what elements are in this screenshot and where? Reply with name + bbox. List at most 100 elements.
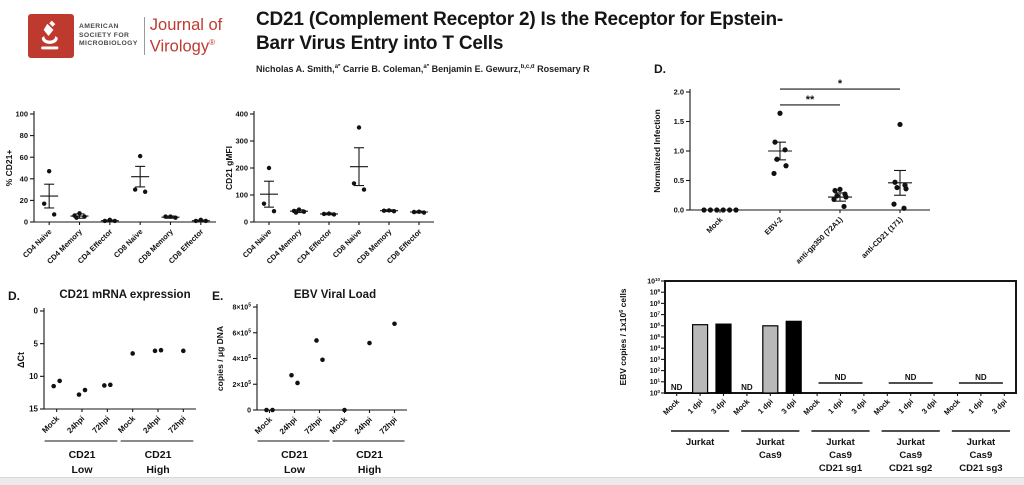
data-point [891, 201, 897, 207]
title-line1: CD21 (Complement Receptor 2) Is the Rece… [256, 9, 784, 30]
nd-label: ND [835, 373, 847, 382]
data-point [271, 209, 277, 214]
chart-normalized-infection-svg: 0.0 0.5 1.0 1.5 2.0 Normalized Infection Mock E… [652, 78, 930, 266]
x-tick-label: 72hpi [378, 415, 399, 436]
x-tick-label: Mock [731, 396, 752, 417]
nd-label: ND [741, 383, 753, 392]
data-point [173, 215, 178, 220]
data-point [701, 207, 707, 213]
logo-divider [143, 17, 145, 55]
significance-label: * [838, 78, 843, 90]
data-point [416, 209, 422, 214]
data-point [727, 207, 733, 213]
x-tick-label: EBV-2 [763, 215, 785, 237]
data-point [51, 383, 56, 389]
data-point [168, 214, 173, 219]
journal-line1: Journal of [149, 16, 223, 35]
x-tick-label: 3 dpi [920, 397, 939, 416]
data-point [41, 201, 47, 206]
data-point [351, 181, 357, 186]
window-bottom-edge [0, 477, 1024, 485]
data-point [293, 210, 299, 215]
data-point [108, 382, 113, 388]
author-affiliation: a* [334, 64, 341, 70]
group-label: High [146, 464, 169, 476]
y-tick-label: 2×105 [232, 380, 251, 389]
y-tick-label: 1.0 [674, 147, 684, 156]
y-tick-label: 300 [235, 137, 248, 146]
data-point [198, 217, 204, 223]
x-tick-label: Mock [253, 415, 274, 436]
chart-pct-cd21: 0 20 40 60 80 100% CD21+ CD4 Naive CD4 Memory CD… [2, 88, 228, 266]
chart-ebv-copies-bar: 100 101 102 103 104 105 106 107 108 109 1010 EBV co… [616, 260, 1024, 485]
chart-ebv-copies-bar-svg: 100 101 102 103 104 105 106 107 108 109 1010 EBV co… [618, 277, 1017, 474]
data-point [783, 163, 789, 169]
y-tick-label: 104 [650, 344, 661, 353]
data-point [367, 340, 372, 346]
x-tick-label: 1 dpi [686, 397, 705, 416]
group-label: Low [284, 464, 306, 476]
group-label: CD21 [69, 449, 96, 461]
panel-label-d-bottom: D. [8, 289, 20, 303]
data-point [831, 196, 837, 202]
group-label: Jurkat [826, 437, 855, 448]
data-point [777, 110, 783, 116]
y-tick-label: 105 [650, 333, 661, 342]
y-tick-label: 109 [650, 288, 661, 297]
y-axis-title: copies / μg DNA [215, 326, 225, 391]
panel-label-d-top: D. [654, 62, 666, 76]
data-point [892, 179, 898, 185]
data-point [774, 156, 780, 162]
data-point [320, 357, 325, 363]
data-point [51, 212, 57, 217]
y-tick-label: 80 [20, 131, 28, 140]
x-tick-label: 1 dpi [826, 397, 845, 416]
x-tick-label: 72hpi [167, 414, 188, 435]
data-point [361, 187, 367, 192]
y-axis-title: Normalized Infection [652, 109, 662, 193]
y-tick-label: 400 [235, 110, 248, 119]
group-label: Cas9 [899, 450, 922, 461]
society-line: AMERICAN [79, 23, 119, 31]
chart-ebv-viral-load-svg: 0 2×105 4×105 6×105 8×105 copies / μg DNA Mock… [215, 303, 407, 476]
chart-title-mrna: CD21 mRNA expression [59, 289, 191, 301]
author: Rosemary R [534, 64, 590, 74]
group-label: CD21 [281, 449, 308, 461]
x-tick-label: anti-gp350 (72A1) [794, 215, 845, 266]
y-tick-label: 106 [650, 322, 661, 331]
microscope-glyph [41, 20, 59, 50]
y-axis-title: ΔCt [16, 352, 26, 368]
group-label: Low [72, 464, 94, 476]
data-point [163, 214, 168, 219]
data-point [266, 165, 272, 171]
chart-normalized-infection: 0.0 0.5 1.0 1.5 2.0 Normalized Infection Mock E… [648, 56, 960, 276]
data-point [132, 187, 138, 192]
y-tick-label: 60 [20, 153, 28, 162]
y-tick-label: 10 [29, 372, 38, 381]
data-point [261, 201, 267, 206]
microscope-icon [28, 14, 74, 58]
bar-black-3dpi [715, 323, 732, 394]
chart-ebv-viral-load: 0 2×105 4×105 6×105 8×105 copies / μg DNA Mock… [205, 283, 420, 485]
journal-name: Journal of Virology® [150, 16, 222, 56]
y-tick-label: 100 [650, 389, 661, 398]
author: Nicholas A. Smith, [256, 64, 335, 74]
journal-line2: Virology® [150, 34, 222, 56]
data-point [733, 207, 739, 213]
data-point [158, 347, 164, 353]
journal-word: Virology [149, 37, 210, 56]
data-point [903, 186, 909, 192]
society-name: AMERICAN SOCIETY FOR MICROBIOLOGY [79, 23, 138, 49]
title-line2: Barr Virus Entry into T Cells [256, 32, 504, 54]
data-point [841, 203, 847, 210]
data-point [102, 383, 107, 388]
x-tick-label: Mock [116, 414, 137, 435]
author-line: Nicholas A. Smith,a* Carrie B. Coleman,a… [256, 64, 666, 74]
data-point [843, 194, 849, 200]
x-tick-label: 3 dpi [850, 397, 869, 416]
x-tick-label: 3 dpi [990, 397, 1009, 416]
x-tick-label: Mock [872, 396, 893, 417]
y-tick-label: 6×105 [232, 328, 251, 337]
data-point [76, 392, 82, 397]
